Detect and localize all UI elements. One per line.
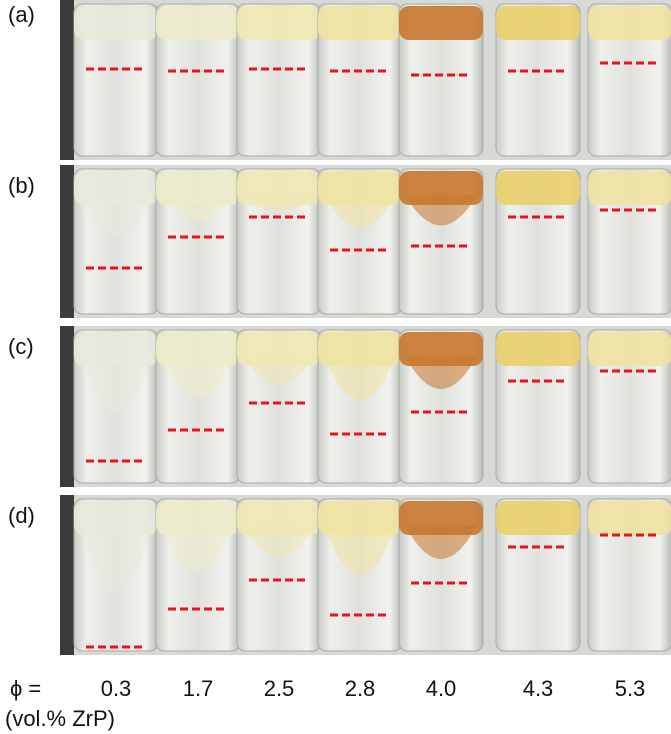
vial-cap xyxy=(588,171,671,205)
panel-label: (b) xyxy=(8,173,35,198)
backdrop xyxy=(60,165,74,318)
concentration: 1.7 xyxy=(183,676,214,701)
concentration: 4.0 xyxy=(426,676,457,701)
vial-cap xyxy=(588,6,671,40)
unit-label: (vol.% ZrP) xyxy=(5,706,115,731)
vial-cap xyxy=(237,6,321,40)
vial-cap xyxy=(318,6,402,40)
concentration: 5.3 xyxy=(615,676,646,701)
figure: ϕ = (vol.% ZrP) (a) (b) (c) (d) 0.3 1.7 2.5 2.8… xyxy=(0,0,671,734)
concentration: 4.3 xyxy=(523,676,554,701)
vial-cap xyxy=(588,332,671,366)
vial-cap xyxy=(588,501,671,535)
concentration: 0.3 xyxy=(101,676,132,701)
vial-cap xyxy=(496,501,580,535)
vial-cap xyxy=(74,6,158,40)
vial-cap xyxy=(496,332,580,366)
vial-cap xyxy=(496,6,580,40)
panel-label: (a) xyxy=(8,2,35,27)
backdrop xyxy=(60,495,74,655)
phi-label: ϕ = xyxy=(10,676,41,701)
backdrop xyxy=(60,0,74,160)
vial-cap xyxy=(156,6,240,40)
vial-cap xyxy=(399,6,483,40)
panel-label: (c) xyxy=(8,334,34,359)
vial-cap xyxy=(496,171,580,205)
panel-label: (d) xyxy=(8,503,35,528)
concentration: 2.8 xyxy=(345,676,376,701)
concentration: 2.5 xyxy=(264,676,295,701)
backdrop xyxy=(60,326,74,487)
